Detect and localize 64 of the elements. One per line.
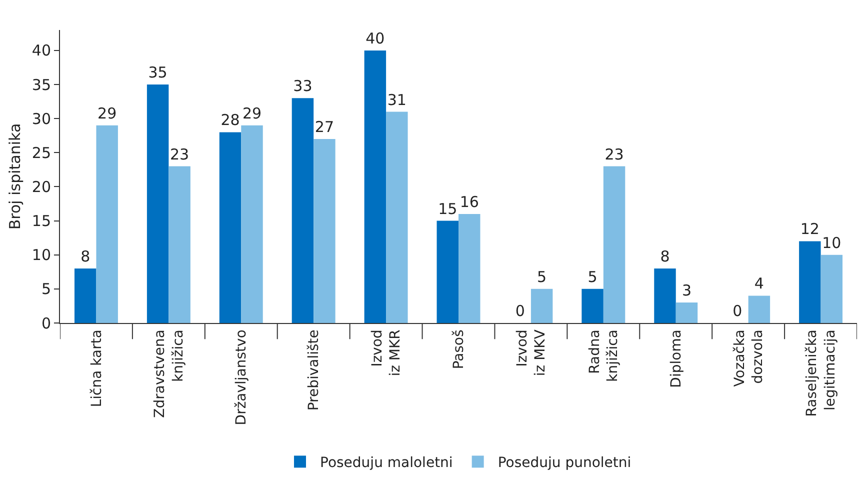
data-label: 40	[366, 29, 385, 48]
bar	[386, 112, 408, 323]
bar	[530, 288, 553, 323]
data-label: 15	[438, 200, 458, 218]
data-label: 0	[732, 302, 742, 320]
bar	[748, 296, 770, 323]
y-tick-label: 15	[32, 212, 51, 230]
legend-label: Poseduju punoletni	[498, 455, 632, 472]
bar	[676, 302, 698, 323]
bar	[436, 220, 458, 323]
bar	[458, 214, 480, 323]
data-label: 5	[588, 268, 598, 286]
data-label: 16	[460, 192, 479, 211]
data-label: 23	[604, 145, 624, 164]
bar	[820, 254, 843, 323]
data-label: 5	[537, 268, 547, 286]
data-label: 12	[800, 220, 820, 238]
legend-label: Poseduju maloletni	[320, 455, 453, 472]
bar	[364, 50, 386, 323]
data-label: 3	[682, 282, 692, 300]
x-tick-label: Izvod iz MKR	[370, 329, 404, 376]
data-label: 23	[170, 145, 190, 164]
bar	[74, 268, 96, 323]
bar	[799, 241, 821, 323]
y-tick-label: 25	[32, 144, 51, 162]
x-tick-label: Prebivalište	[306, 330, 322, 411]
y-axis-title: Broj ispitanika	[6, 123, 24, 230]
data-label: 31	[387, 90, 406, 109]
data-label: 0	[515, 302, 525, 320]
y-tick-label: 20	[32, 178, 51, 196]
bar	[168, 166, 190, 323]
y-tick-label: 0	[41, 314, 51, 332]
data-label: 10	[822, 234, 842, 252]
y-tick-label: 40	[32, 42, 51, 60]
x-tick-label: Diploma	[668, 330, 684, 388]
bar	[292, 98, 314, 323]
data-label: 4	[754, 274, 764, 293]
bar	[241, 125, 263, 323]
data-label: 29	[242, 104, 262, 122]
data-label: 8	[80, 247, 90, 266]
x-tick-label: Izvod iz MKV	[514, 329, 549, 376]
bar	[146, 84, 169, 323]
bar	[314, 139, 336, 323]
x-tick-label: Radna knjižica	[586, 330, 622, 382]
y-tick-label: 35	[32, 76, 51, 94]
y-tick-label: 30	[32, 110, 51, 128]
x-tick-label: Državljanstvo	[234, 330, 250, 426]
data-label: 28	[220, 111, 240, 130]
x-tick-label: Pasoš	[451, 330, 468, 370]
y-tick-label: 5	[41, 280, 51, 298]
data-label: 8	[660, 247, 670, 266]
bar	[603, 166, 626, 323]
bar	[219, 132, 242, 323]
bar	[654, 268, 676, 323]
data-label: 27	[314, 118, 334, 136]
bar	[582, 288, 604, 323]
bar	[96, 125, 118, 323]
data-label: 35	[148, 64, 168, 82]
y-tick-label: 10	[32, 246, 51, 264]
x-tick-label: Zdravstvena knjižica	[152, 330, 186, 418]
x-tick-label: Lična karta	[88, 330, 105, 408]
data-label: 33	[293, 77, 312, 96]
x-tick-label: Vozačka dozvola	[732, 330, 766, 387]
data-label: 29	[98, 104, 117, 122]
